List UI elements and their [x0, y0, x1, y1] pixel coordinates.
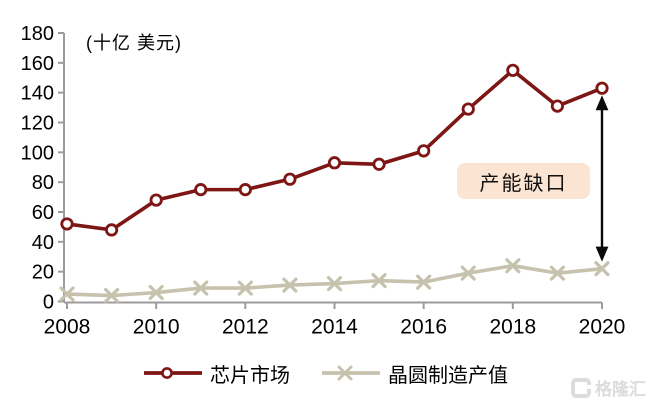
y-tick-label: 20 [32, 262, 54, 284]
series-1-marker [59, 286, 75, 302]
y-tick-label: 0 [43, 292, 54, 314]
watermark-gelonghui: 格隆汇 [571, 375, 646, 400]
series-0-marker [417, 144, 431, 158]
series-1-marker [237, 280, 253, 296]
watermark-text: 格隆汇 [595, 380, 646, 399]
gelonghui-logo-icon [571, 377, 591, 398]
x-tick-label: 2010 [133, 316, 180, 339]
series-0-marker [238, 183, 252, 197]
series-0-marker [283, 172, 297, 186]
series-0-marker [550, 99, 565, 113]
y-tick-label: 60 [32, 202, 54, 224]
series-0-marker [506, 63, 520, 77]
series-0-marker [60, 217, 74, 231]
series-1-marker [594, 261, 610, 277]
series-line-1 [65, 263, 604, 298]
series-line-0 [65, 68, 604, 232]
series-0-marker [595, 81, 609, 95]
legend-item-chip-market: 芯片市场 [144, 359, 290, 388]
y-tick-label: 140 [21, 83, 54, 105]
legend-label-chip-market: 芯片市场 [210, 364, 290, 387]
chip-market-line-swatch [144, 365, 202, 381]
x-tick-label: 2008 [44, 316, 91, 339]
series-1-marker [148, 284, 164, 301]
x-axis: 2008 2010 2012 2014 2016 2018 2020 [44, 301, 626, 339]
legend: 芯片市场 晶圆制造产值 [0, 357, 652, 389]
y-tick-label: 120 [21, 113, 54, 135]
arrow-head-down [595, 246, 609, 262]
wafer-output-line-swatch [322, 365, 380, 381]
series-0-marker [104, 223, 119, 237]
series-0-marker [372, 157, 386, 171]
series-1-marker [326, 276, 343, 292]
axis-unit-label: (十亿 美元) [86, 33, 182, 53]
series-1-marker [505, 258, 521, 274]
y-tick-label: 80 [32, 172, 54, 194]
series-0-marker [149, 193, 163, 207]
y-tick-label: 180 [21, 23, 54, 45]
series-1-marker [416, 274, 432, 290]
capacity-gap-label: 产能缺口 [457, 163, 590, 199]
x-tick-label: 2012 [222, 316, 269, 339]
series-0-marker [327, 156, 342, 170]
series-1-marker [282, 277, 298, 293]
y-tick-label: 40 [32, 232, 54, 254]
series-lines [59, 63, 610, 304]
series-1-marker [193, 280, 209, 296]
legend-item-wafer-output: 晶圆制造产值 [322, 359, 508, 388]
y-tick-label: 160 [21, 53, 54, 75]
x-tick-label: 2020 [579, 316, 626, 339]
series-1-marker [460, 265, 476, 281]
y-axis: 0 20 40 60 80 100 120 140 160 180 [21, 23, 65, 314]
capacity-gap-arrow [595, 95, 609, 262]
y-tick-label: 100 [21, 142, 54, 164]
series-1-marker [549, 265, 566, 281]
legend-x-marker [337, 365, 353, 381]
series-1-marker [371, 273, 387, 289]
arrow-head-up [595, 95, 609, 111]
series-1-marker [103, 287, 120, 304]
x-tick-label: 2018 [489, 316, 536, 339]
series-0-marker [194, 183, 208, 197]
legend-label-wafer-output: 晶圆制造产值 [388, 364, 508, 387]
x-tick-label: 2014 [311, 316, 358, 339]
series-0-marker [461, 102, 475, 116]
x-tick-label: 2016 [400, 316, 447, 339]
legend-circle-marker [161, 367, 173, 379]
